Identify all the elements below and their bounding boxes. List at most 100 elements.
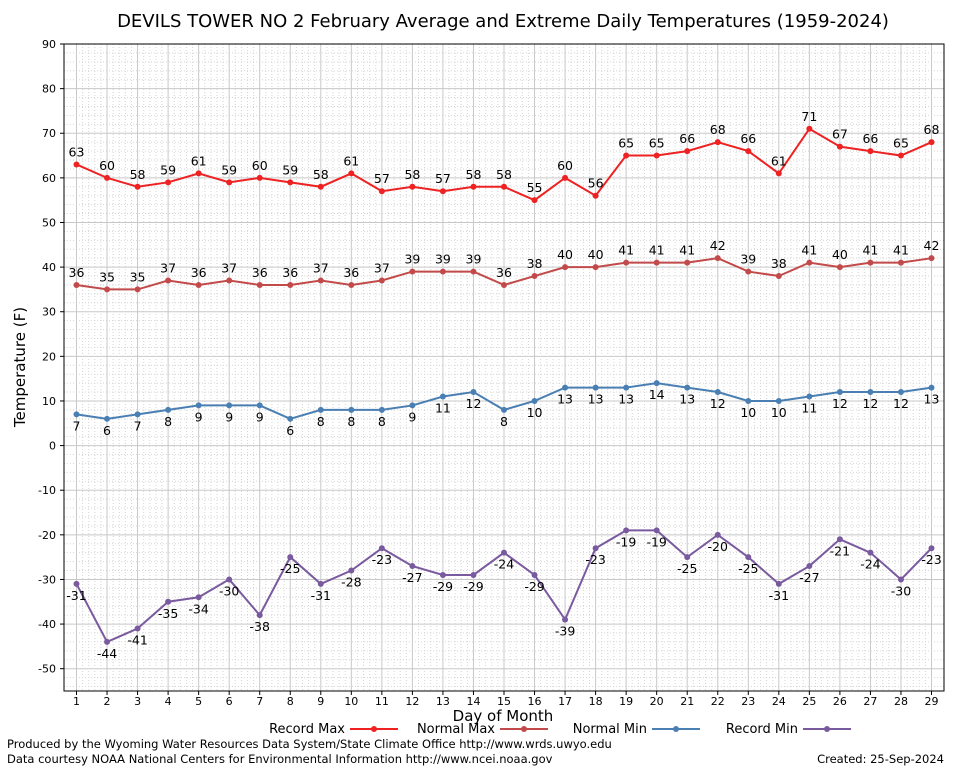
record-max-point	[409, 183, 416, 190]
record-min-point	[226, 576, 233, 583]
normal-min-point	[73, 411, 80, 418]
series-group: 63 60 58 59 61 59 60 59 58 61 57 58 57 58 58 55 60 56 65 65…	[66, 109, 941, 661]
x-tick-label: 18	[589, 695, 603, 708]
record-max-data-label: 55	[527, 180, 543, 195]
record-min-point	[836, 536, 843, 543]
normal-min-point	[501, 406, 507, 413]
normal-min-data-label: 12	[893, 396, 909, 411]
legend-marker-record-max	[371, 726, 377, 732]
normal-min-data-label: 6	[286, 423, 294, 438]
normal-max-point	[592, 264, 599, 271]
record-min-point	[684, 554, 691, 561]
x-tick-label: 5	[195, 695, 202, 708]
record-min-point	[439, 571, 446, 578]
normal-min-point	[684, 384, 691, 391]
normal-max-data-label: 42	[710, 238, 726, 253]
y-tick-label: -30	[38, 573, 56, 586]
y-tick-label: 90	[42, 38, 56, 51]
normal-min-data-label: 7	[73, 418, 81, 433]
record-min-data-label: -19	[646, 534, 666, 549]
record-min-point	[256, 612, 263, 619]
x-tick-label: 27	[863, 695, 877, 708]
normal-min-data-label: 8	[317, 414, 325, 429]
normal-min-data-label: 13	[679, 392, 695, 407]
record-max-point	[775, 170, 782, 177]
normal-min-point	[592, 384, 599, 391]
record-max-data-label: 58	[130, 167, 146, 182]
record-max-data-label: 57	[435, 171, 451, 186]
record-min-data-label: -31	[66, 588, 86, 603]
normal-max-data-label: 36	[343, 265, 359, 280]
x-tick-label: 13	[436, 695, 450, 708]
record-min-data-label: -24	[494, 557, 514, 572]
x-tick-label: 7	[256, 695, 263, 708]
normal-max-point	[317, 277, 324, 284]
y-tick-label: 60	[42, 172, 56, 185]
normal-min-data-label: 13	[557, 392, 573, 407]
record-max-point	[165, 179, 172, 186]
record-min-point	[287, 554, 294, 561]
normal-max-data-label: 39	[740, 252, 756, 267]
record-min-data-label: -20	[708, 539, 728, 554]
x-tick-label: 4	[165, 695, 172, 708]
record-max-data-label: 61	[343, 153, 359, 168]
normal-min-data-label: 8	[164, 414, 172, 429]
normal-max-point	[409, 268, 416, 275]
record-min-point	[104, 638, 111, 645]
x-tick-label: 2	[104, 695, 111, 708]
normal-min-data-label: 8	[500, 414, 508, 429]
y-tick-label: 40	[42, 261, 56, 274]
normal-max-point	[195, 281, 202, 288]
record-min-point	[134, 625, 141, 632]
record-max-point	[256, 174, 263, 181]
x-tick-label: 24	[772, 695, 786, 708]
footer-created-date: Created: 25-Sep-2024	[817, 752, 944, 766]
record-min-point	[531, 571, 538, 578]
normal-max-data-label: 39	[404, 252, 420, 267]
record-max-point	[592, 192, 599, 199]
record-min-data-label: -38	[250, 619, 270, 634]
normal-min-point	[867, 389, 874, 396]
x-tick-label: 9	[317, 695, 324, 708]
record-max-point	[287, 179, 294, 186]
normal-max-point	[287, 281, 294, 288]
y-tick-label: 0	[49, 440, 56, 453]
x-tick-label: 19	[619, 695, 633, 708]
record-max-point	[470, 183, 477, 190]
normal-min-point	[775, 397, 782, 404]
normal-min-data-label: 10	[771, 405, 787, 420]
record-min-data-label: -24	[860, 557, 880, 572]
record-min-data-label: -29	[524, 579, 544, 594]
record-min-data-label: -41	[127, 633, 147, 648]
normal-min-data-label: 12	[466, 396, 482, 411]
normal-min-data-label: 8	[378, 414, 386, 429]
normal-min-point	[439, 393, 446, 400]
normal-max-data-label: 39	[466, 252, 482, 267]
y-tick-label: 50	[42, 216, 56, 229]
normal-max-data-label: 40	[588, 247, 604, 262]
record-max-point	[378, 188, 385, 195]
record-min-point	[317, 580, 324, 587]
record-min-data-label: -39	[555, 624, 575, 639]
x-tick-label: 10	[344, 695, 358, 708]
record-min-data-label: -27	[799, 570, 819, 585]
normal-min-data-label: 14	[649, 387, 665, 402]
normal-max-point	[531, 273, 538, 280]
normal-max-point	[836, 264, 843, 271]
legend-label-record-max: Record Max	[269, 722, 345, 737]
normal-max-data-label: 35	[99, 269, 115, 284]
record-max-data-label: 58	[466, 167, 482, 182]
normal-min-point	[653, 380, 660, 387]
record-min-point	[378, 545, 385, 552]
normal-max-data-label: 40	[832, 247, 848, 262]
y-tick-label: -40	[38, 618, 56, 631]
normal-max-data-label: 42	[924, 238, 940, 253]
record-min-point	[195, 594, 202, 601]
normal-max-point	[684, 259, 691, 266]
record-min-point	[348, 567, 355, 574]
record-min-point	[897, 576, 904, 583]
record-max-point	[836, 143, 843, 150]
record-min-data-label: -25	[738, 561, 758, 576]
record-min-data-label: -23	[585, 552, 605, 567]
normal-min-data-label: 8	[347, 414, 355, 429]
